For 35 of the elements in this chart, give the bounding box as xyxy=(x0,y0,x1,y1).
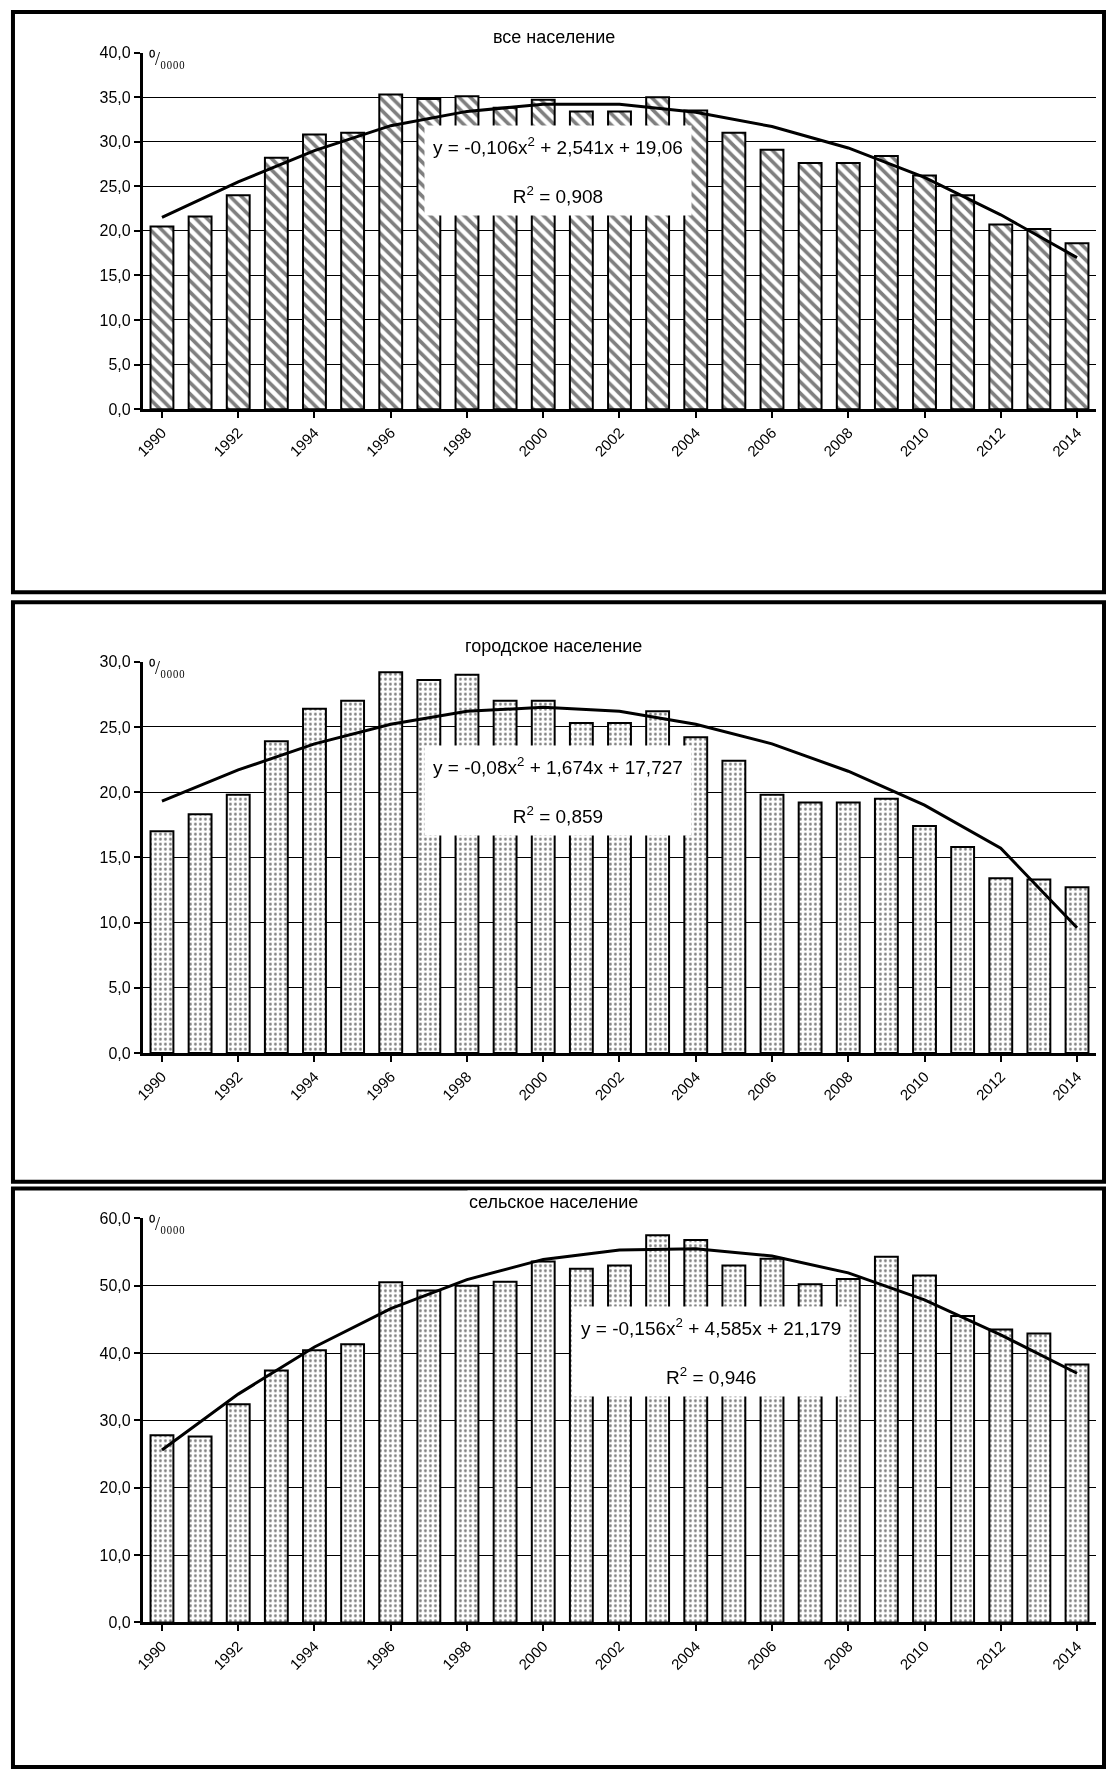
y-tick-label: 30,0 xyxy=(99,133,131,151)
y-tick-label: 25,0 xyxy=(99,718,131,736)
y-tick-label: 5,0 xyxy=(108,979,131,997)
y-tick-label: 40,0 xyxy=(99,1344,131,1362)
y-axis-title: ⁰/₀₀₀₀ xyxy=(149,49,186,69)
y-tick-label: 60,0 xyxy=(99,1209,131,1227)
y-tick-label: 15,0 xyxy=(99,267,131,285)
y-tick-label: 0,0 xyxy=(108,1614,131,1632)
y-tick-label: 20,0 xyxy=(99,783,131,801)
y-axis-title: ⁰/₀₀₀₀ xyxy=(149,1214,186,1234)
chart-title: сельское население xyxy=(469,1192,639,1212)
annotation: y = -0,106x$^{2}$ + 2,541x + 19,06 xyxy=(433,134,683,158)
annotation: y = -0,08x$^{2}$ + 1,674x + 17,727 xyxy=(433,754,683,778)
y-tick-label: 10,0 xyxy=(99,311,131,329)
y-tick-label: 50,0 xyxy=(99,1277,131,1295)
chart-title: городское население xyxy=(465,636,643,656)
y-tick-label: 35,0 xyxy=(99,88,131,106)
y-tick-label: 0,0 xyxy=(108,400,131,418)
y-tick-label: 15,0 xyxy=(99,848,131,866)
annotation: R$^{2}$ = 0,946 xyxy=(666,1364,757,1389)
y-axis-title: ⁰/₀₀₀₀ xyxy=(149,658,186,678)
y-tick-label: 30,0 xyxy=(99,1411,131,1429)
y-tick-label: 10,0 xyxy=(99,914,131,932)
annotation: y = -0,156x$^{2}$ + 4,585x + 21,179 xyxy=(581,1315,842,1339)
y-tick-label: 40,0 xyxy=(99,44,131,62)
annotation: R$^{2}$ = 0,859 xyxy=(512,803,604,828)
chart-title: все население xyxy=(493,27,616,47)
annotation: R$^{2}$ = 0,908 xyxy=(512,183,604,208)
y-tick-label: 30,0 xyxy=(99,653,131,671)
y-tick-label: 20,0 xyxy=(99,222,131,240)
y-tick-label: 20,0 xyxy=(99,1479,131,1497)
y-tick-label: 25,0 xyxy=(99,177,131,195)
y-tick-label: 10,0 xyxy=(99,1546,131,1564)
y-tick-label: 5,0 xyxy=(108,356,131,374)
y-tick-label: 0,0 xyxy=(108,1044,131,1062)
